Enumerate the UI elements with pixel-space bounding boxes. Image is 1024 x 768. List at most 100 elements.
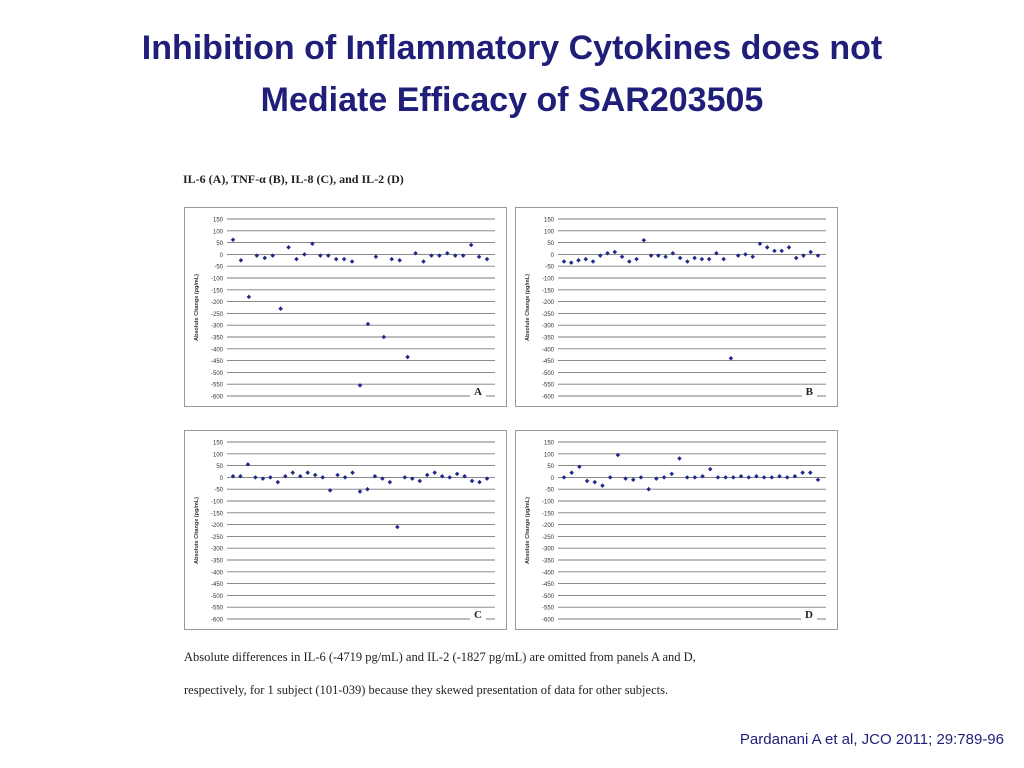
y-tick-label: 0 — [220, 253, 224, 259]
data-point — [349, 259, 355, 264]
data-point — [779, 248, 784, 254]
data-point — [815, 253, 821, 258]
y-tick-label: -150 — [211, 511, 224, 517]
y-tick-label: -350 — [542, 559, 555, 565]
data-point — [638, 475, 644, 480]
data-point — [312, 472, 318, 478]
data-point — [561, 475, 567, 480]
data-point — [568, 260, 574, 265]
y-tick-label: -100 — [211, 277, 224, 283]
y-tick-label: 100 — [544, 229, 555, 235]
data-point — [561, 259, 567, 264]
data-point — [619, 254, 625, 260]
data-point — [402, 475, 408, 480]
slide-title: Inhibition of Inflammatory Cytokines doe… — [40, 22, 984, 126]
data-point — [286, 245, 291, 250]
y-tick-label: -100 — [542, 277, 555, 283]
data-point — [607, 475, 613, 480]
y-tick-label: 150 — [213, 218, 224, 224]
y-tick-label: 50 — [216, 241, 223, 247]
data-point — [685, 259, 690, 264]
caption-line-1: Absolute differences in IL-6 (-4719 pg/m… — [184, 650, 696, 664]
data-point — [743, 252, 748, 257]
data-point — [302, 252, 307, 257]
y-tick-label: -150 — [542, 511, 555, 517]
data-point — [268, 475, 273, 480]
data-point — [387, 479, 393, 485]
data-point — [592, 479, 598, 485]
chart-panel-d: 150 100 50 0 -50 -100 -150 -200 -250 -300 -350 -400… — [515, 430, 838, 630]
y-tick-label: 50 — [547, 241, 554, 247]
y-tick-label: -500 — [542, 594, 555, 600]
data-point — [447, 475, 452, 480]
data-point — [333, 256, 339, 262]
chart-c-svg: 150 100 50 0 -50 -100 -150 -200 -250 -300 -350 -400… — [194, 441, 495, 624]
y-axis-label: Absolute Change (pg/mL) — [194, 274, 200, 341]
data-point — [342, 475, 348, 480]
data-point — [634, 256, 639, 262]
y-tick-label: -250 — [211, 312, 224, 318]
slide-title-line-2: Mediate Efficacy of SAR203505 — [260, 81, 764, 119]
y-tick-label: -200 — [211, 300, 224, 306]
data-point — [641, 237, 647, 243]
data-point — [397, 258, 402, 263]
y-tick-label: -400 — [542, 347, 555, 353]
y-tick-label: 100 — [213, 229, 224, 235]
y-tick-label: -600 — [542, 618, 555, 624]
data-point — [721, 256, 726, 262]
y-tick-label: 0 — [551, 253, 555, 259]
data-point — [357, 383, 363, 388]
y-tick-label: -200 — [542, 300, 555, 306]
data-point — [424, 472, 430, 478]
data-point — [477, 479, 482, 485]
y-tick-label: -300 — [211, 547, 224, 553]
y-tick-label: -250 — [211, 535, 224, 541]
data-point — [663, 254, 668, 260]
data-point — [238, 258, 244, 263]
y-tick-label: 150 — [544, 218, 555, 224]
y-tick-label: -250 — [542, 535, 555, 541]
data-point — [723, 475, 728, 480]
y-tick-label: 0 — [551, 476, 555, 482]
y-tick-label: -300 — [542, 324, 555, 330]
data-point — [627, 259, 632, 264]
y-tick-label: -400 — [542, 570, 555, 576]
y-tick-label: -250 — [542, 312, 555, 318]
data-point — [761, 475, 767, 480]
chart-d-svg: 150 100 50 0 -50 -100 -150 -200 -250 -300 -350 -400… — [525, 441, 826, 624]
y-tick-label: -550 — [211, 606, 224, 612]
y-tick-label: -50 — [545, 265, 554, 271]
chart-a-svg: 150 100 50 0 -50 -100 -150 -200 -250 -300 -350 -400… — [194, 218, 495, 401]
data-point — [583, 256, 589, 262]
y-tick-label: -350 — [542, 336, 555, 342]
data-point — [395, 524, 400, 530]
data-point — [373, 254, 379, 260]
data-point — [389, 256, 395, 262]
y-tick-label: -400 — [211, 570, 224, 576]
panel-label-d: D — [801, 609, 817, 621]
data-point — [731, 475, 736, 480]
data-point — [335, 472, 340, 478]
data-point — [772, 248, 777, 254]
data-point — [728, 355, 734, 361]
data-point — [365, 486, 370, 492]
data-point — [484, 476, 490, 481]
data-point — [669, 471, 675, 477]
y-tick-label: -450 — [211, 359, 224, 365]
data-point — [631, 477, 636, 483]
caption-line-2: respectively, for 1 subject (101-039) be… — [184, 683, 669, 697]
data-point — [692, 475, 698, 480]
data-point — [246, 294, 252, 300]
y-tick-label: 50 — [547, 464, 554, 470]
y-tick-label: 50 — [216, 464, 223, 470]
panel-label-b: B — [801, 386, 817, 398]
y-tick-label: -350 — [211, 559, 224, 565]
data-point — [654, 476, 659, 481]
data-point — [784, 475, 790, 480]
y-tick-label: -300 — [211, 324, 224, 330]
y-tick-label: -350 — [211, 336, 224, 342]
citation: Pardanani A et al, JCO 2011; 29:789-96 — [739, 731, 1004, 748]
y-axis-label: Absolute Change (pg/mL) — [194, 497, 200, 564]
data-point — [600, 483, 605, 488]
data-point — [417, 478, 423, 484]
